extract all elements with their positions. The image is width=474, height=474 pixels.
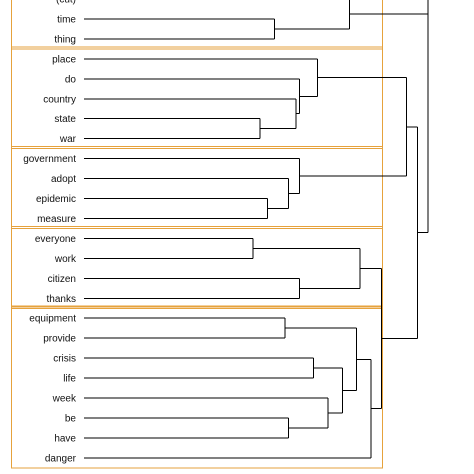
leaf-label-15: thanks [47,294,76,305]
leaf-label-10: epidemic [36,194,76,205]
cluster-box-4 [10,305,384,469]
cluster-box-3 [10,225,384,309]
leaf-label-17: provide [43,334,76,345]
leaf-label-2: thing [54,34,76,45]
leaf-label-1: time [57,14,76,25]
leaf-labels: (cut) time thing place do country state war gove… [23,0,77,464]
leaf-label-7: war [59,134,77,145]
cluster-boxes [10,0,384,469]
leaf-label-21: be [65,413,77,424]
dendrogram-branches [84,0,429,459]
leaf-label-12: everyone [35,234,77,245]
leaf-label-16: equipment [29,314,76,325]
cluster-box-2 [10,146,384,230]
leaf-label-20: week [52,394,77,405]
leaf-label-6: state [54,114,76,125]
leaf-label-14: citizen [48,274,76,285]
cluster-box-1 [10,46,384,150]
leaf-label-9: adopt [51,174,76,185]
leaf-label-4: do [65,74,77,85]
leaf-label-13: work [54,254,77,265]
leaf-label-8: government [23,154,76,165]
leaf-label-3: place [52,54,76,65]
leaf-label-0: (cut) [56,0,76,6]
leaf-label-18: crisis [53,354,76,365]
leaf-label-19: life [63,374,76,385]
leaf-label-5: country [43,94,76,105]
leaf-label-11: measure [37,214,76,225]
cluster-box-0 [10,0,384,50]
leaf-label-23: danger [45,453,77,464]
leaf-label-22: have [54,433,76,444]
